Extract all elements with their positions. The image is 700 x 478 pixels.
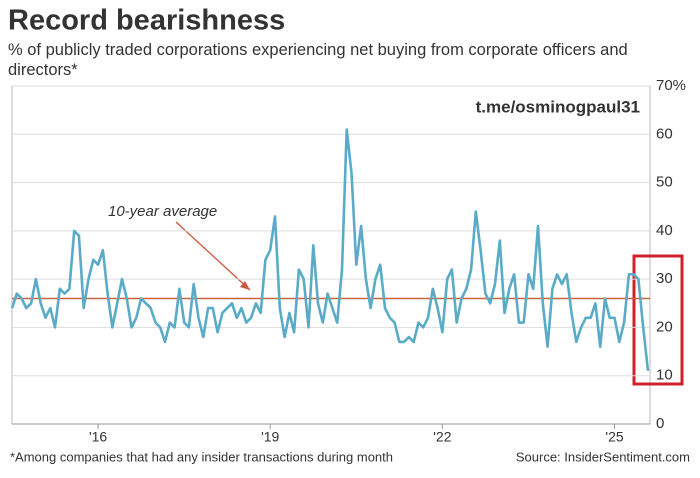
- y-tick-label: 40: [656, 222, 673, 239]
- chart-subtitle: % of publicly traded corporations experi…: [8, 41, 628, 79]
- average-annotation: 10-year average: [108, 203, 217, 220]
- plot-frame: [11, 85, 651, 425]
- x-tick-label: '22: [433, 429, 451, 445]
- y-tick-label: 70%: [656, 77, 686, 94]
- annotation-arrow: [175, 221, 251, 291]
- y-tick-label: 30: [656, 270, 673, 287]
- y-tick-label: 50: [656, 174, 673, 191]
- chart-title: Record bearishness: [8, 5, 285, 37]
- x-tick-label: '25: [605, 429, 623, 445]
- highlight-box: [632, 254, 684, 386]
- y-tick-label: 10: [656, 367, 673, 384]
- footnote: *Among companies that had any insider tr…: [10, 449, 393, 464]
- source: Source: InsiderSentiment.com: [516, 449, 690, 464]
- x-tick-label: '19: [261, 429, 279, 445]
- x-tick-label: '16: [89, 429, 107, 445]
- watermark: t.me/osminogpaul31: [476, 97, 640, 116]
- y-tick-label: 60: [656, 125, 673, 142]
- data-line: [10, 128, 650, 372]
- arrow-head: [240, 281, 250, 290]
- y-tick-label: 0: [656, 415, 664, 432]
- subtitle-box: % of publicly traded corporations experi…: [8, 41, 628, 79]
- y-tick-label: 20: [656, 318, 673, 335]
